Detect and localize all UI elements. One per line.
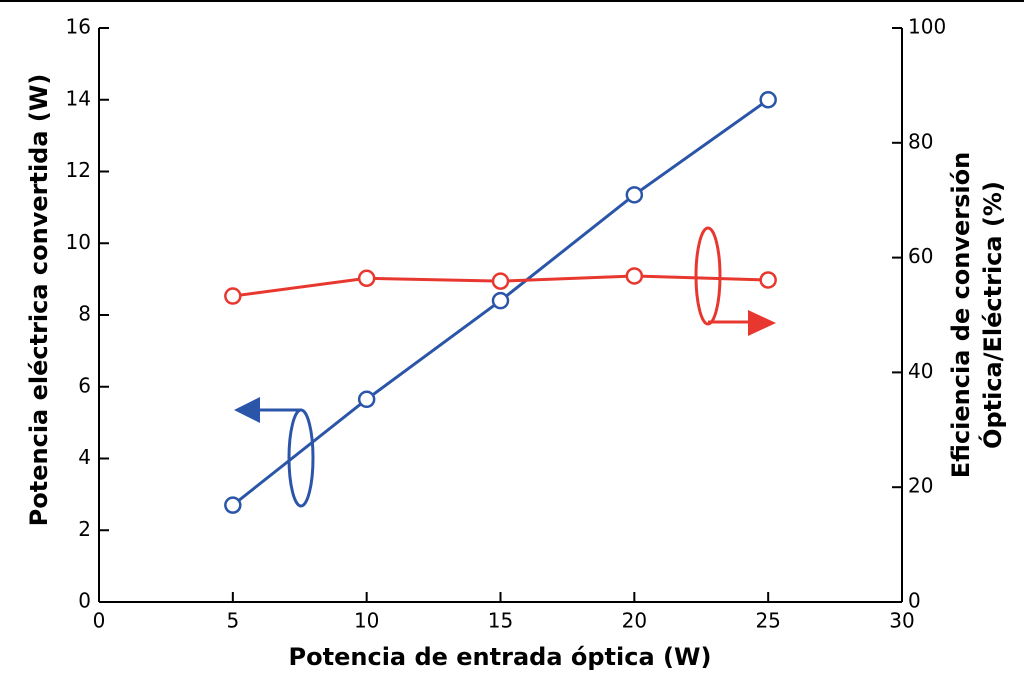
x-axis-label: Potencia de entrada óptica (W) (289, 643, 712, 671)
y2-tick-label: 80 (908, 129, 933, 153)
blue-arrow-head (234, 397, 260, 423)
x-tick-label: 15 (488, 609, 513, 633)
point (625, 267, 644, 285)
y2-tick-label: 20 (908, 474, 933, 498)
point (625, 186, 644, 204)
y-tick-label: 6 (78, 373, 91, 397)
y-tick-label: 2 (78, 517, 91, 541)
x-tick-label: 5 (226, 609, 239, 633)
point (759, 91, 777, 109)
annotation-arrows (234, 226, 776, 508)
x-tick-label: 25 (755, 609, 780, 633)
y2-tick-label: 100 (908, 15, 946, 39)
y-tick-label: 8 (78, 302, 91, 326)
point (357, 269, 376, 288)
point (224, 287, 242, 305)
x-tick-label: 20 (622, 609, 647, 633)
y2-axis-label: Eficiencia de conversión (947, 152, 975, 478)
x-tick-label: 30 (889, 609, 914, 633)
point (491, 291, 510, 310)
point (759, 271, 777, 289)
y-tick-label: 0 (78, 589, 91, 613)
y2-tick-label: 40 (908, 359, 933, 383)
point (491, 272, 510, 290)
point (224, 496, 242, 514)
y2-tick-label: 0 (908, 589, 921, 613)
y-tick-label: 14 (66, 86, 91, 110)
red-arrow-loop (694, 226, 722, 326)
blue-arrow-loop (287, 408, 315, 508)
y-tick-label: 12 (66, 158, 91, 182)
y2-axis-label: Óptica/Eléctrica (%) (977, 181, 1007, 449)
y-axis-label: Potencia eléctrica convertida (W) (25, 74, 53, 527)
y-tick-label: 10 (66, 230, 91, 254)
x-tick-label: 10 (354, 609, 379, 633)
y-tick-label: 16 (66, 15, 91, 39)
y-tick-label: 4 (78, 445, 91, 469)
point (357, 390, 376, 409)
red-arrow-head (748, 310, 776, 336)
y2-tick-label: 60 (908, 244, 933, 268)
x-tick-label: 0 (93, 609, 106, 633)
